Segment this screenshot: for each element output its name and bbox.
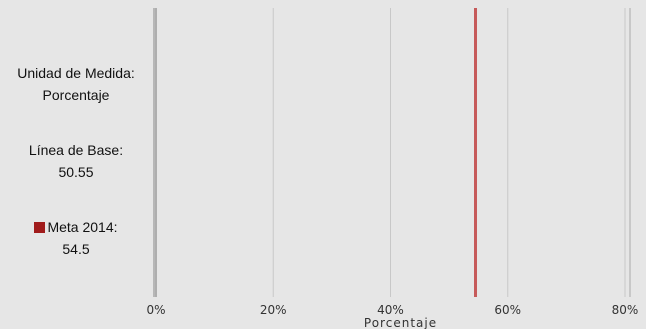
- baseline-value: 50.55: [58, 164, 94, 180]
- target-label-row: Meta 2014:: [0, 216, 152, 238]
- baseline-legend: Línea de Base: 50.55: [0, 139, 152, 183]
- x-tick-label: 20%: [260, 303, 287, 317]
- baseline-label: Línea de Base:: [28, 142, 124, 158]
- x-tick-label: 60%: [494, 303, 521, 317]
- target-value: 54.5: [62, 241, 90, 257]
- x-tick-label: 80%: [612, 303, 639, 317]
- x-tick-label: 0%: [146, 303, 165, 317]
- x-axis-title: Porcentaje: [364, 316, 437, 329]
- target-legend: Meta 2014: 54.5: [0, 216, 152, 260]
- grid: [153, 8, 631, 297]
- unit-value: Porcentaje: [42, 87, 110, 103]
- target-label: Meta 2014:: [47, 219, 118, 235]
- unit-label: Unidad de Medida:: [17, 65, 135, 81]
- target-swatch-icon: [34, 222, 46, 233]
- x-tick-label: 40%: [377, 303, 404, 317]
- unit-legend: Unidad de Medida: Porcentaje: [0, 62, 152, 106]
- tick-labels: 0% 20% 40% 60% 80%: [146, 303, 638, 317]
